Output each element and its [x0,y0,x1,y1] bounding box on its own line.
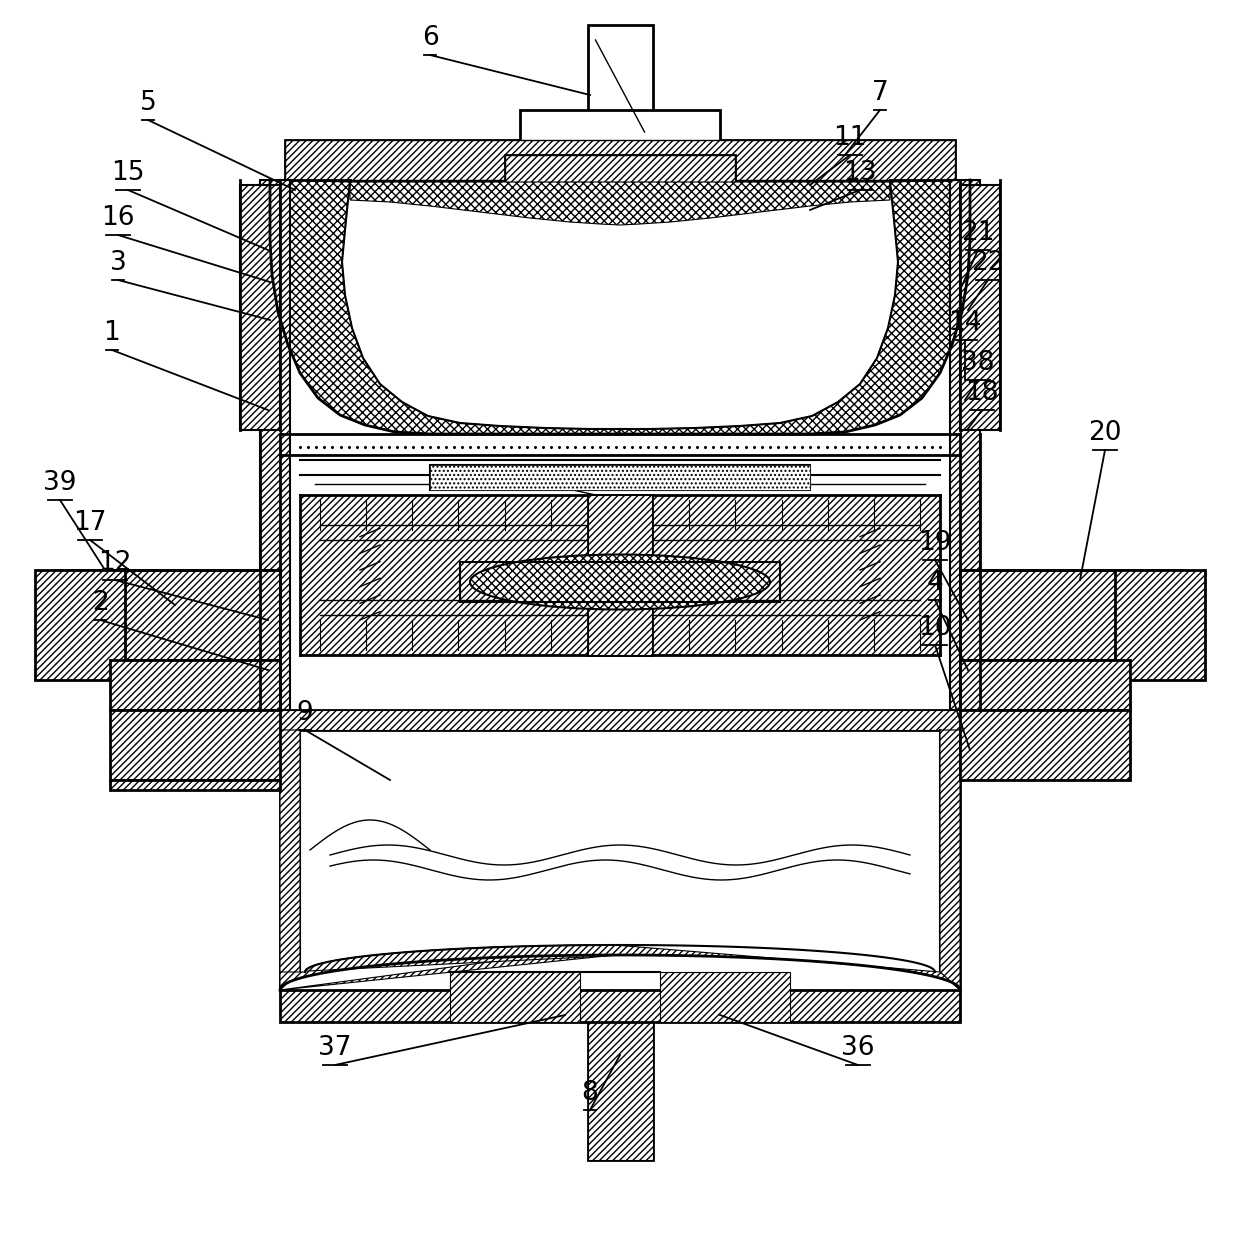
Bar [35,570,125,680]
Bar [520,110,720,180]
Bar [64,580,100,640]
Text: 18: 18 [965,379,998,405]
Bar [960,660,1130,711]
Text: 36: 36 [841,1035,874,1061]
Text: 37: 37 [319,1035,352,1061]
Text: 3: 3 [109,250,126,277]
Text: 13: 13 [843,160,877,186]
Polygon shape [940,730,960,990]
Text: 20: 20 [1089,420,1122,446]
Bar [660,972,790,1022]
Text: 11: 11 [833,125,867,151]
Text: 21: 21 [961,219,994,246]
Text: 38: 38 [961,350,994,376]
Bar [460,562,780,601]
Text: 6: 6 [422,25,439,51]
Text: 2: 2 [92,590,108,616]
Polygon shape [350,182,890,224]
Bar [110,660,280,711]
Bar [588,1021,652,1159]
Bar [588,495,652,655]
Bar [950,180,980,711]
Bar [960,711,1130,780]
Bar [1130,570,1185,650]
Bar [285,140,955,180]
Polygon shape [620,180,970,434]
Text: 17: 17 [73,510,107,536]
Polygon shape [280,730,300,990]
Text: 1: 1 [104,320,120,346]
Bar [505,155,735,205]
Text: 4: 4 [926,570,944,596]
Text: 9: 9 [296,701,314,725]
Bar [300,495,940,655]
Polygon shape [280,945,615,990]
Text: 15: 15 [112,160,145,186]
Bar [588,495,652,655]
Text: 19: 19 [919,529,952,556]
Bar [960,185,999,430]
Bar [260,180,290,711]
Bar [110,780,280,790]
Text: 10: 10 [919,615,952,641]
Ellipse shape [470,554,770,610]
Bar [110,711,280,780]
Text: 39: 39 [43,470,77,496]
Bar [450,972,580,1022]
Text: 8: 8 [582,1080,599,1106]
Text: 16: 16 [102,205,135,231]
Polygon shape [305,945,960,990]
Bar [505,155,735,205]
Bar [1140,580,1176,640]
Bar [430,465,810,490]
Bar [588,1021,652,1159]
Text: 7: 7 [872,81,888,105]
Bar [430,465,810,490]
Polygon shape [270,180,620,434]
Bar [1115,570,1205,680]
Text: 14: 14 [949,310,982,336]
Bar [285,140,955,180]
Text: 12: 12 [98,551,131,577]
Text: 22: 22 [971,250,1004,277]
Text: 5: 5 [140,91,156,117]
Bar [588,25,652,140]
Bar [55,570,110,650]
Bar [110,570,280,660]
Bar [280,711,960,730]
Bar [280,990,960,1022]
Bar [960,570,1130,660]
Bar [241,185,280,430]
